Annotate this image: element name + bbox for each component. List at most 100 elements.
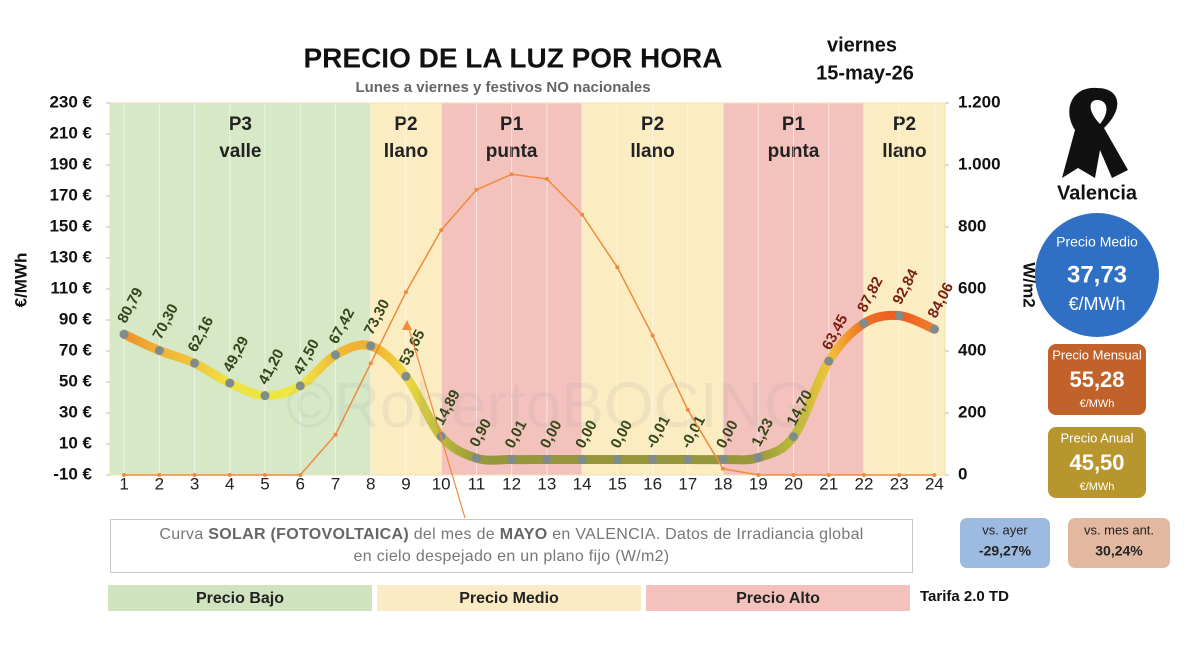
solar-point [227,473,232,477]
y-tick-label: 230 € [49,92,92,111]
solar-point [721,466,726,471]
mensual-title: Precio Mensual [1052,347,1142,362]
y-tick-label: 170 € [49,185,92,204]
y-tick-label: 10 € [59,433,93,452]
solar-point [580,212,585,217]
x-tick-label: 16 [643,474,662,493]
solar-point [298,473,303,477]
medio-unit: €/MWh [1068,294,1125,314]
y-axis-label: €/MWh [11,253,30,308]
date-day: viernes [827,34,897,56]
solar-point [650,333,655,338]
x-tick-label: 21 [819,474,838,493]
y-tick-label: 70 € [59,340,93,359]
vs-mes-value: 30,24% [1095,543,1143,559]
period-band [109,102,372,476]
price-point [119,329,129,339]
solar-point [122,473,127,477]
period-band [863,102,946,476]
y-tick-label: 130 € [49,247,92,266]
annotation-arrow [406,321,466,519]
x-tick-label: 4 [225,474,234,493]
y2-axis-label: W/m2 [1020,262,1039,307]
y-tick-label: 50 € [59,371,93,390]
y2-tick-label: 400 [958,340,986,359]
anual-title: Precio Anual [1061,430,1134,445]
anual-card [1048,427,1146,498]
note-bold: SOLAR (FOTOVOLTAICA) [208,526,409,543]
x-tick-label: 9 [401,474,410,493]
price-point [225,378,235,388]
price-point [542,455,552,464]
period-name: P3 [229,114,252,135]
price-point [330,350,340,360]
legend-label: Precio Medio [459,590,559,607]
price-point [507,454,517,464]
solar-point [544,176,549,181]
price-point [683,455,693,465]
y-tick-label: 210 € [49,123,92,142]
solar-point [474,187,479,192]
x-tick-label: 23 [890,474,909,493]
y-tick-label: 110 € [50,278,92,297]
note-bold: MAYO [499,526,548,543]
solar-point [897,473,902,477]
mensual-value: 55,28 [1069,367,1124,392]
mensual-card [1048,344,1146,415]
note-text: del mes de [408,526,500,543]
price-point [154,346,164,356]
x-tick-label: 8 [366,474,375,493]
solar-note: Curva SOLAR (FOTOVOLTAICA) del mes de MA… [110,519,913,573]
y-tick-label: 190 € [49,154,92,173]
price-point [260,391,270,401]
x-tick-label: 6 [296,474,305,493]
x-tick-label: 18 [714,474,733,493]
price-point [648,455,658,465]
vs-ayer-value: -29,27% [979,543,1032,559]
solar-point [333,432,338,437]
y2-tick-label: 1.200 [958,92,1001,111]
price-point [471,453,481,463]
legend-band [108,585,372,611]
x-tick-label: 10 [432,474,451,493]
chart-subtitle: Lunes a viernes y festivos NO nacionales [355,79,650,96]
watermark: ©RobertoBOCING [286,369,813,441]
medio-title: Precio Medio [1056,234,1138,250]
mensual-unit: €/MWh [1080,398,1115,410]
x-tick-label: 2 [155,474,164,493]
x-tick-label: 5 [260,474,269,493]
solar-point [263,473,268,477]
solar-point [368,361,373,366]
x-tick-label: 24 [925,474,944,493]
y2-tick-label: 1.000 [958,154,1001,173]
price-point [789,432,799,442]
x-tick-label: 20 [784,474,803,493]
solar-point [756,473,761,477]
chart-title: PRECIO DE LA LUZ POR HORA [304,42,723,73]
city: Valencia [1057,182,1138,204]
y2-tick-label: 600 [958,278,986,297]
price-point [718,455,728,464]
period-name: P2 [893,114,916,135]
x-tick-label: 3 [190,474,199,493]
y2-tick-label: 0 [958,464,967,483]
vs-ayer-title: vs. ayer [982,522,1028,537]
vs-mes-card [1068,518,1170,568]
solar-point [403,290,408,295]
x-tick-label: 22 [855,474,874,493]
price-point [894,311,904,321]
price-point [929,324,939,334]
vs-mes-title: vs. mes ant. [1084,522,1154,537]
price-point [824,356,834,366]
medio-circle [1035,213,1159,337]
note-text: en VALENCIA. Datos de Irradiancia global… [353,526,864,565]
x-tick-label: 11 [468,474,486,493]
price-point [859,318,869,328]
solar-point [192,473,197,477]
solar-point [509,172,514,177]
legend-label: Precio Alto [736,590,820,607]
tariff: Tarifa 2.0 TD [920,588,1009,605]
y-tick-label: 90 € [59,309,93,328]
